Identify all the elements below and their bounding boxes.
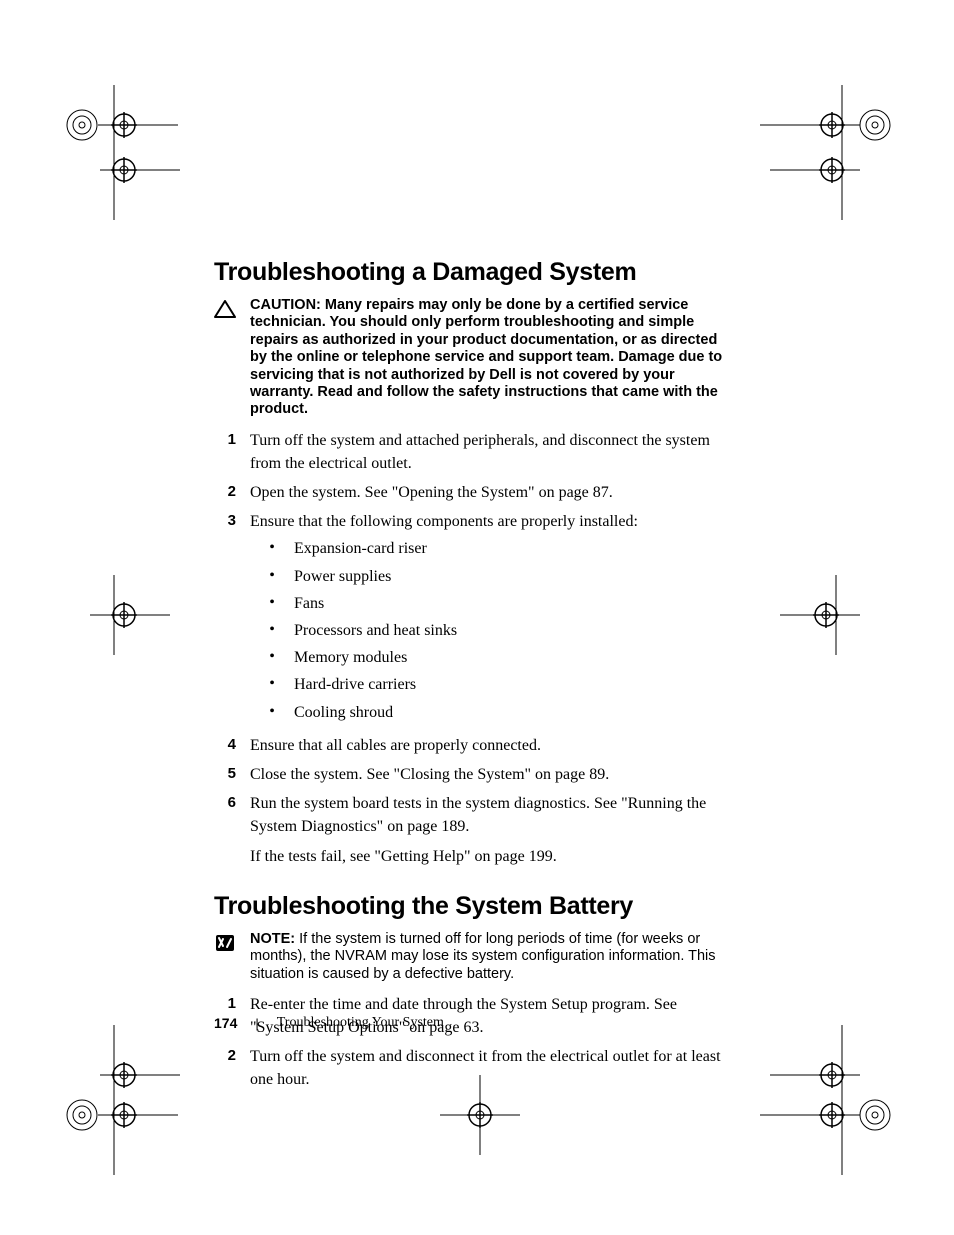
page-number: 174 bbox=[214, 1015, 237, 1031]
footer-title: Troubleshooting Your System bbox=[277, 1015, 444, 1031]
crop-mark-icon bbox=[58, 1065, 178, 1175]
sub-list-item: •Processors and heat sinks bbox=[250, 619, 724, 642]
page: Troubleshooting a Damaged System CAUTION… bbox=[0, 0, 954, 1235]
caution-body: Many repairs may only be done by a certi… bbox=[250, 297, 722, 417]
section-heading: Troubleshooting a Damaged System bbox=[214, 258, 724, 287]
caution-icon bbox=[214, 297, 250, 419]
note-callout: NOTE: If the system is turned off for lo… bbox=[214, 931, 724, 983]
caution-label: CAUTION: bbox=[250, 297, 321, 313]
list-item: 1 Turn off the system and attached perip… bbox=[214, 429, 724, 475]
crop-mark-icon bbox=[780, 575, 860, 655]
note-text: NOTE: If the system is turned off for lo… bbox=[250, 931, 724, 983]
list-extra-text: If the tests fail, see "Getting Help" on… bbox=[250, 845, 724, 868]
list-item: 3 Ensure that the following components a… bbox=[214, 510, 724, 728]
list-item: 4 Ensure that all cables are properly co… bbox=[214, 734, 724, 757]
bullet-icon: • bbox=[250, 565, 294, 588]
sub-list-item: •Power supplies bbox=[250, 565, 724, 588]
sub-list: •Expansion-card riser •Power supplies •F… bbox=[250, 537, 724, 723]
sub-list-item: •Fans bbox=[250, 592, 724, 615]
ordered-list: 1 Re-enter the time and date through the… bbox=[214, 993, 724, 1092]
list-item: 6 Run the system board tests in the syst… bbox=[214, 792, 724, 868]
footer-divider: | bbox=[255, 1016, 258, 1031]
bullet-icon: • bbox=[250, 537, 294, 560]
list-body: Turn off the system and disconnect it fr… bbox=[250, 1045, 724, 1091]
note-label: NOTE: bbox=[250, 931, 295, 947]
sub-item-text: Processors and heat sinks bbox=[294, 619, 724, 642]
note-body: If the system is turned off for long per… bbox=[250, 931, 716, 982]
sub-list-item: •Hard-drive carriers bbox=[250, 673, 724, 696]
bullet-icon: • bbox=[250, 646, 294, 669]
list-body: Ensure that all cables are properly conn… bbox=[250, 734, 724, 757]
bullet-icon: • bbox=[250, 592, 294, 615]
bullet-icon: • bbox=[250, 673, 294, 696]
sub-item-text: Power supplies bbox=[294, 565, 724, 588]
list-number: 1 bbox=[214, 429, 250, 475]
list-text: Ensure that the following components are… bbox=[250, 513, 638, 530]
crop-mark-icon bbox=[100, 140, 180, 220]
list-number: 2 bbox=[214, 481, 250, 504]
list-body: Turn off the system and attached periphe… bbox=[250, 429, 724, 475]
list-item: 2 Turn off the system and disconnect it … bbox=[214, 1045, 724, 1091]
list-number: 6 bbox=[214, 792, 250, 868]
sub-list-item: •Expansion-card riser bbox=[250, 537, 724, 560]
ordered-list: 1 Turn off the system and attached perip… bbox=[214, 429, 724, 868]
list-item: 5 Close the system. See "Closing the Sys… bbox=[214, 763, 724, 786]
page-footer: 174 | Troubleshooting Your System bbox=[214, 1015, 444, 1031]
caution-text: CAUTION: Many repairs may only be done b… bbox=[250, 297, 724, 419]
sub-list-item: •Memory modules bbox=[250, 646, 724, 669]
section: Troubleshooting the System Battery NOTE:… bbox=[214, 892, 724, 1092]
sub-item-text: Hard-drive carriers bbox=[294, 673, 724, 696]
sub-item-text: Expansion-card riser bbox=[294, 537, 724, 560]
crop-mark-icon bbox=[760, 1065, 900, 1175]
list-number: 4 bbox=[214, 734, 250, 757]
section-heading: Troubleshooting the System Battery bbox=[214, 892, 724, 921]
bullet-icon: • bbox=[250, 701, 294, 724]
crop-mark-icon bbox=[90, 575, 170, 655]
list-body: Close the system. See "Closing the Syste… bbox=[250, 763, 724, 786]
list-body: Open the system. See "Opening the System… bbox=[250, 481, 724, 504]
sub-list-item: •Cooling shroud bbox=[250, 701, 724, 724]
sub-item-text: Fans bbox=[294, 592, 724, 615]
list-text: Run the system board tests in the system… bbox=[250, 795, 706, 835]
list-body: Ensure that the following components are… bbox=[250, 510, 724, 728]
content-area: Troubleshooting a Damaged System CAUTION… bbox=[214, 258, 724, 1098]
sub-item-text: Memory modules bbox=[294, 646, 724, 669]
list-body: Run the system board tests in the system… bbox=[250, 792, 724, 868]
list-number: 3 bbox=[214, 510, 250, 728]
sub-item-text: Cooling shroud bbox=[294, 701, 724, 724]
bullet-icon: • bbox=[250, 619, 294, 642]
list-number: 5 bbox=[214, 763, 250, 786]
list-item: 2 Open the system. See "Opening the Syst… bbox=[214, 481, 724, 504]
note-icon bbox=[214, 931, 250, 983]
list-number: 2 bbox=[214, 1045, 250, 1091]
caution-callout: CAUTION: Many repairs may only be done b… bbox=[214, 297, 724, 419]
crop-mark-icon bbox=[770, 140, 860, 220]
